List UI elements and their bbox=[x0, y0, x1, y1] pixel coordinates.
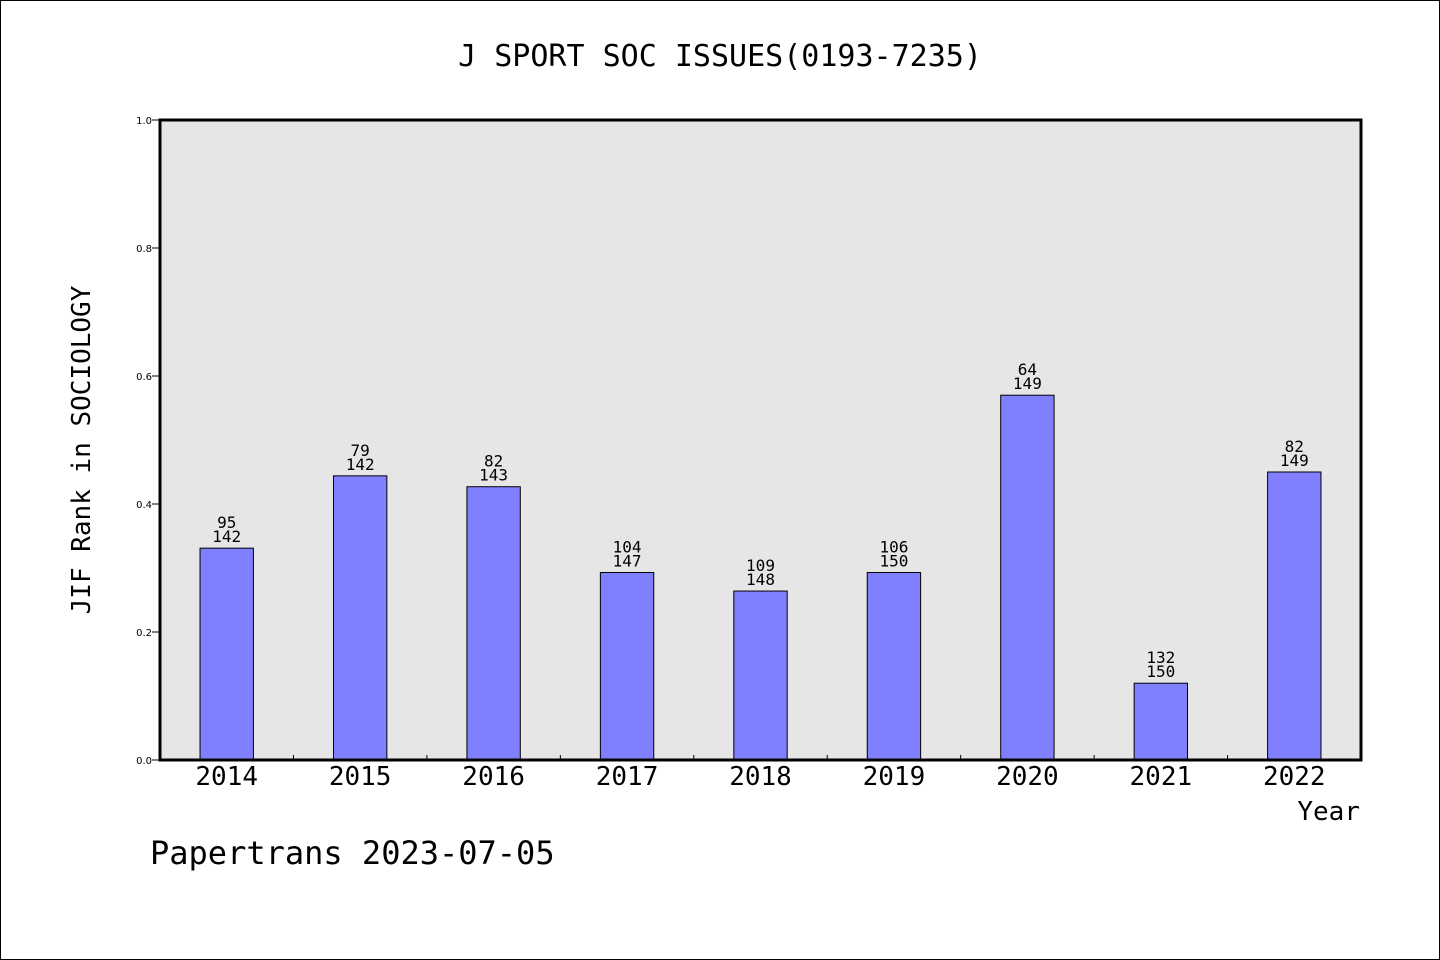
y-tick-label: 1.0 bbox=[136, 116, 152, 127]
bar-total-label-2017: 147 bbox=[613, 551, 642, 570]
bar-2015 bbox=[332, 475, 388, 761]
bar-rank-label-2018: 109 bbox=[746, 556, 775, 575]
bar-2021 bbox=[1133, 682, 1189, 761]
x-tick-label-2018: 2018 bbox=[729, 762, 792, 792]
bar-2020 bbox=[1000, 394, 1055, 761]
bar-rank-label-2021: 132 bbox=[1146, 648, 1175, 667]
x-tick-label-2016: 2016 bbox=[462, 762, 525, 792]
bar-rank-label-2020: 64 bbox=[1018, 360, 1037, 379]
bar-rank-label-2022: 82 bbox=[1285, 437, 1304, 456]
y-tick-label: 0.6 bbox=[136, 372, 152, 383]
x-tick-label-2020: 2020 bbox=[996, 762, 1059, 792]
x-tick-label-2015: 2015 bbox=[329, 762, 392, 792]
bar-rank-label-2016: 82 bbox=[484, 452, 503, 471]
bar-rank-label-2017: 104 bbox=[613, 537, 642, 556]
x-axis: 2014 2015 2016 2017 2018 2019 2020 2021 2022 bbox=[195, 755, 1326, 792]
x-tick-label-2021: 2021 bbox=[1130, 762, 1193, 792]
x-tick-label-2019: 2019 bbox=[863, 762, 926, 792]
bar-2014 bbox=[199, 547, 254, 761]
watermark-text: Papertrans 2023-07-05 bbox=[150, 834, 555, 872]
x-axis-title: Year bbox=[1297, 797, 1360, 827]
y-tick-label: 0.8 bbox=[136, 244, 152, 255]
y-axis: 0.0 0.2 0.4 0.6 0.8 1.0 bbox=[136, 116, 160, 767]
y-tick-label: 0.4 bbox=[136, 500, 152, 511]
bar-2017 bbox=[599, 571, 655, 761]
y-axis-title: JIF Rank in SOCIOLOGY bbox=[67, 285, 97, 614]
x-tick-label-2022: 2022 bbox=[1263, 762, 1326, 792]
bar-total-label-2022: 149 bbox=[1280, 451, 1309, 470]
x-tick-label-2017: 2017 bbox=[596, 762, 659, 792]
bar-total-label-2020: 149 bbox=[1013, 374, 1042, 393]
plot-border bbox=[158, 118, 1363, 762]
chart-title: J SPORT SOC ISSUES(0193-7235) bbox=[458, 39, 982, 74]
bar-total-label-2014: 142 bbox=[212, 527, 241, 546]
bar-total-label-2019: 150 bbox=[879, 551, 908, 570]
bar-total-label-2018: 148 bbox=[746, 570, 775, 589]
bar-total-label-2021: 150 bbox=[1146, 662, 1175, 681]
bar-2016 bbox=[466, 486, 521, 761]
bar-rank-label-2014: 95 bbox=[217, 513, 236, 532]
bar-total-label-2016: 143 bbox=[479, 466, 508, 485]
bars-group bbox=[199, 394, 1322, 761]
bar-2022 bbox=[1267, 471, 1322, 761]
y-tick-label: 0.0 bbox=[136, 756, 152, 767]
bar-total-label-2015: 142 bbox=[346, 455, 375, 474]
y-tick-label: 0.2 bbox=[136, 628, 152, 639]
x-tick-label-2014: 2014 bbox=[195, 762, 258, 792]
bar-2018 bbox=[733, 590, 788, 761]
bar-2019 bbox=[866, 571, 922, 761]
bar-rank-label-2019: 106 bbox=[879, 537, 908, 556]
bar-rank-label-2015: 79 bbox=[351, 441, 370, 460]
